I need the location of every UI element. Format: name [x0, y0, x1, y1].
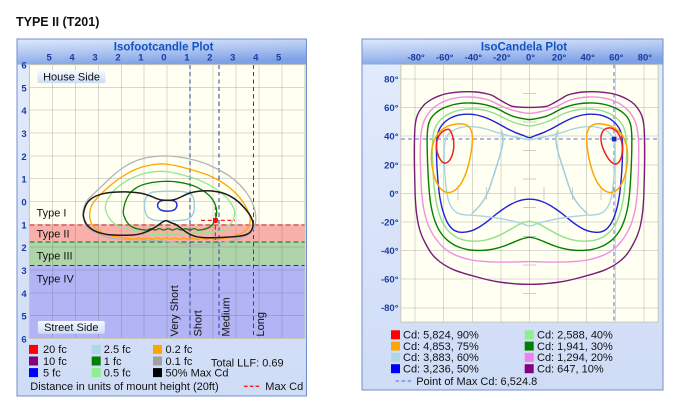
- svg-text:Cd: 5,824, 90%: Cd: 5,824, 90%: [403, 330, 479, 342]
- svg-text:-20°: -20°: [381, 218, 399, 229]
- svg-text:4: 4: [253, 53, 259, 64]
- svg-text:-40°: -40°: [381, 246, 399, 257]
- svg-text:Street Side: Street Side: [44, 322, 98, 334]
- svg-text:Cd: 4,853, 75%: Cd: 4,853, 75%: [403, 341, 479, 353]
- svg-text:Cd: 1,941, 30%: Cd: 1,941, 30%: [537, 341, 613, 353]
- svg-text:House Side: House Side: [43, 71, 100, 83]
- svg-text:5: 5: [46, 53, 52, 64]
- svg-text:Distance in units of mount hei: Distance in units of mount height (20ft): [30, 381, 218, 393]
- svg-text:80°: 80°: [638, 53, 653, 64]
- svg-text:0°: 0°: [526, 53, 535, 64]
- svg-text:Type IV: Type IV: [37, 273, 75, 285]
- svg-text:Isofootcandle Plot: Isofootcandle Plot: [114, 42, 214, 54]
- svg-text:1 fc: 1 fc: [104, 356, 122, 368]
- svg-text:4: 4: [21, 289, 27, 300]
- svg-text:20°: 20°: [384, 160, 399, 171]
- svg-text:4: 4: [69, 53, 75, 64]
- svg-text:5: 5: [276, 53, 282, 64]
- svg-text:-80°: -80°: [407, 53, 425, 64]
- svg-text:3: 3: [21, 266, 26, 277]
- svg-text:Long: Long: [255, 312, 267, 336]
- svg-text:3: 3: [21, 129, 26, 140]
- svg-text:-60°: -60°: [436, 53, 454, 64]
- svg-text:Cd: 1,294, 20%: Cd: 1,294, 20%: [537, 352, 613, 364]
- svg-text:20°: 20°: [552, 53, 567, 64]
- svg-text:0.5 fc: 0.5 fc: [104, 367, 131, 379]
- svg-text:-40°: -40°: [465, 53, 483, 64]
- svg-text:Max Cd: Max Cd: [265, 381, 303, 393]
- svg-text:1: 1: [21, 220, 27, 231]
- svg-text:Point of Max Cd: 6,524.8: Point of Max Cd: 6,524.8: [416, 376, 537, 388]
- svg-text:40°: 40°: [384, 132, 399, 143]
- svg-text:0.1 fc: 0.1 fc: [166, 356, 193, 368]
- svg-text:Type I: Type I: [37, 208, 67, 220]
- svg-text:80°: 80°: [384, 75, 399, 86]
- svg-text:Cd: 2,588, 40%: Cd: 2,588, 40%: [537, 330, 613, 342]
- svg-text:Type III: Type III: [37, 251, 73, 263]
- svg-text:TYPE II (T201): TYPE II (T201): [16, 15, 99, 29]
- svg-text:1: 1: [138, 53, 144, 64]
- svg-text:40°: 40°: [581, 53, 596, 64]
- svg-text:2: 2: [115, 53, 120, 64]
- svg-text:Short: Short: [192, 310, 204, 336]
- svg-text:0.2 fc: 0.2 fc: [166, 344, 193, 356]
- svg-text:5: 5: [21, 312, 27, 323]
- svg-text:0°: 0°: [389, 189, 398, 200]
- svg-text:5 fc: 5 fc: [43, 367, 61, 379]
- svg-text:Cd: 3,236, 50%: Cd: 3,236, 50%: [403, 364, 479, 376]
- svg-text:5: 5: [21, 83, 27, 94]
- svg-text:50% Max Cd: 50% Max Cd: [166, 367, 229, 379]
- svg-text:Cd: 647, 10%: Cd: 647, 10%: [537, 364, 604, 376]
- svg-text:6: 6: [21, 335, 26, 346]
- svg-text:-60°: -60°: [381, 275, 399, 286]
- svg-text:2.5 fc: 2.5 fc: [104, 344, 131, 356]
- svg-text:0: 0: [161, 53, 166, 64]
- svg-text:4: 4: [21, 106, 27, 117]
- svg-text:2: 2: [21, 243, 26, 254]
- svg-text:60°: 60°: [384, 103, 399, 114]
- svg-text:IsoCandela Plot: IsoCandela Plot: [481, 42, 567, 54]
- svg-text:1: 1: [21, 175, 27, 186]
- svg-text:60°: 60°: [609, 53, 624, 64]
- svg-text:Very Short: Very Short: [169, 285, 181, 336]
- svg-text:20 fc: 20 fc: [43, 344, 67, 356]
- svg-text:1: 1: [184, 53, 190, 64]
- svg-text:Type II: Type II: [37, 229, 70, 241]
- svg-text:Total LLF: 0.69: Total LLF: 0.69: [211, 357, 284, 369]
- svg-text:3: 3: [92, 53, 97, 64]
- svg-text:Medium: Medium: [220, 297, 232, 336]
- svg-text:2: 2: [207, 53, 212, 64]
- svg-text:10 fc: 10 fc: [43, 356, 67, 368]
- svg-text:6: 6: [21, 61, 26, 72]
- svg-text:2: 2: [21, 152, 26, 163]
- svg-text:Cd: 3,883, 60%: Cd: 3,883, 60%: [403, 352, 479, 364]
- svg-text:3: 3: [230, 53, 235, 64]
- svg-text:-80°: -80°: [381, 303, 399, 314]
- svg-text:-20°: -20°: [493, 53, 511, 64]
- svg-text:0: 0: [21, 198, 26, 209]
